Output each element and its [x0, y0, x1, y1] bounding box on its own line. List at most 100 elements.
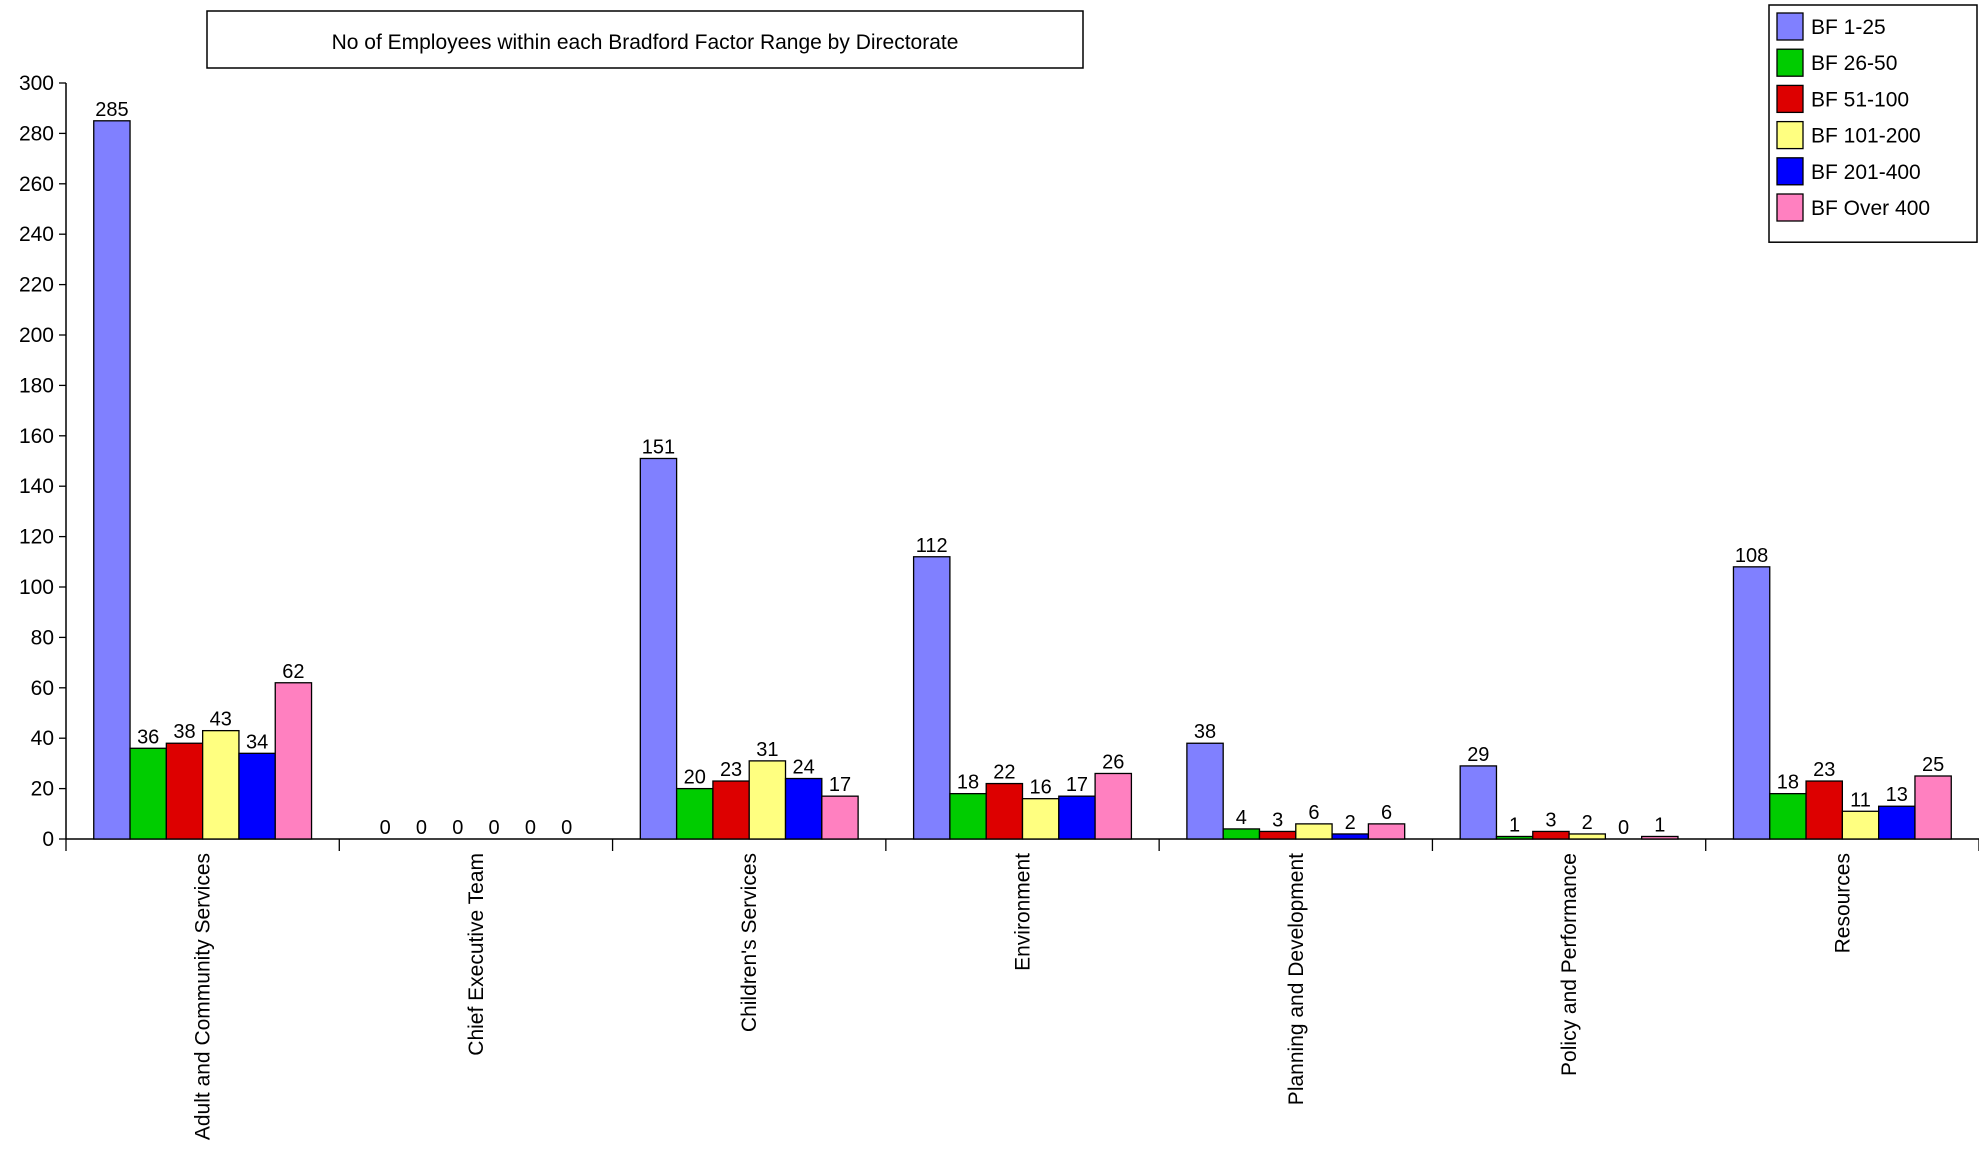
data-label: 0 — [416, 817, 427, 839]
bar — [1532, 830, 1570, 840]
data-label: 112 — [916, 535, 948, 557]
legend-swatch — [1776, 84, 1804, 114]
bar — [1222, 828, 1261, 840]
bar — [821, 795, 859, 840]
bar — [1295, 823, 1333, 840]
chart-title-box: No of Employees within each Bradford Fac… — [206, 10, 1084, 69]
legend-label: BF 51-100 — [1811, 88, 1909, 111]
y-tick-label: 140 — [19, 475, 54, 498]
bar — [1459, 765, 1498, 840]
y-tick-label: 80 — [31, 626, 54, 649]
chart-axes: 0204060801001201401601802002202402602803… — [19, 72, 1979, 1140]
data-label: 0 — [525, 817, 536, 839]
bar — [238, 752, 276, 840]
bar — [784, 777, 823, 840]
category-label: Chief Executive Team — [465, 853, 488, 1056]
y-tick-label: 160 — [19, 425, 54, 448]
data-label: 25 — [1922, 754, 1944, 776]
category-label: Children's Services — [738, 853, 761, 1032]
bar — [1568, 833, 1607, 840]
data-label: 17 — [829, 774, 851, 796]
category-label: Adult and Community Services — [192, 853, 215, 1140]
bar — [748, 760, 787, 840]
bar — [1732, 566, 1771, 840]
bar — [1495, 835, 1534, 840]
data-label: 38 — [1194, 721, 1216, 743]
bar — [1841, 810, 1880, 840]
y-tick-label: 40 — [31, 727, 54, 750]
chart-legend: BF 1-25 BF 26-50 BF 51-100 BF 101-200 BF 201… — [1768, 4, 1978, 243]
data-label: 2 — [1345, 812, 1356, 834]
y-tick-label: 220 — [19, 274, 54, 297]
bar — [1914, 775, 1952, 840]
y-tick-label: 260 — [19, 173, 54, 196]
data-label: 0 — [452, 817, 463, 839]
bar — [912, 556, 951, 840]
legend-label: BF 201-400 — [1811, 161, 1921, 184]
data-label: 3 — [1272, 809, 1283, 831]
legend-swatch — [1776, 120, 1804, 150]
y-tick-label: 60 — [31, 677, 54, 700]
legend-box — [1768, 4, 1978, 243]
legend-swatch — [1776, 48, 1804, 77]
bar — [129, 747, 167, 840]
bar — [93, 120, 131, 840]
data-label: 285 — [95, 99, 128, 121]
legend-swatch — [1776, 193, 1804, 222]
bar — [165, 742, 204, 840]
data-label: 43 — [210, 709, 232, 731]
bar — [1094, 772, 1133, 840]
bar — [1769, 792, 1807, 840]
bar — [274, 682, 313, 840]
y-tick-label: 280 — [19, 122, 54, 145]
data-label: 0 — [489, 817, 500, 839]
data-label: 3 — [1545, 809, 1556, 831]
data-label: 0 — [561, 817, 572, 839]
y-tick-label: 120 — [19, 526, 54, 549]
bar — [1186, 742, 1224, 840]
data-label: 23 — [720, 759, 742, 781]
legend-label: BF 1-25 — [1811, 16, 1886, 39]
y-tick-label: 300 — [19, 72, 54, 95]
data-label: 2 — [1582, 812, 1593, 834]
y-tick-label: 20 — [31, 778, 54, 801]
data-label: 1 — [1654, 814, 1665, 836]
bar — [1258, 830, 1297, 840]
legend-swatch — [1776, 157, 1804, 186]
legend-swatch — [1776, 12, 1804, 41]
y-tick-label: 100 — [19, 576, 54, 599]
data-label: 31 — [756, 739, 778, 761]
chart-title: No of Employees within each Bradford Fac… — [332, 31, 959, 54]
category-label: Resources — [1831, 853, 1854, 953]
bar — [201, 729, 240, 840]
data-label: 1 — [1509, 814, 1520, 836]
data-label: 11 — [1850, 789, 1871, 811]
data-label: 4 — [1236, 807, 1247, 829]
category-label: Policy and Performance — [1558, 853, 1581, 1076]
data-label: 16 — [1030, 777, 1052, 799]
data-label: 0 — [1618, 817, 1629, 839]
data-label: 20 — [684, 767, 706, 789]
bar — [1641, 835, 1679, 840]
legend-label: BF Over 400 — [1811, 197, 1930, 220]
bar — [985, 782, 1024, 840]
data-label: 23 — [1813, 759, 1835, 781]
bar — [639, 457, 678, 840]
bar — [1058, 795, 1096, 840]
data-label: 18 — [957, 772, 979, 794]
data-label: 36 — [137, 726, 159, 748]
data-label: 22 — [993, 762, 1015, 784]
data-label: 0 — [380, 817, 391, 839]
data-label: 29 — [1467, 744, 1489, 766]
data-label: 13 — [1886, 784, 1908, 806]
data-label: 34 — [246, 731, 268, 753]
y-tick-label: 240 — [19, 223, 54, 246]
data-label: 108 — [1735, 545, 1768, 567]
bar — [1331, 833, 1370, 840]
data-label: 6 — [1381, 802, 1392, 824]
data-label: 18 — [1777, 772, 1799, 794]
data-label: 26 — [1102, 751, 1124, 773]
data-label: 151 — [642, 436, 675, 458]
